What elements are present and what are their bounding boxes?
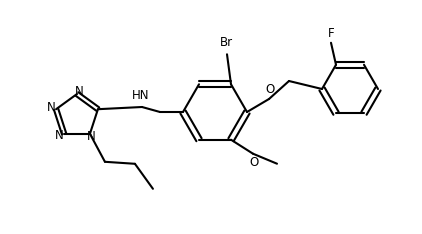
Text: F: F bbox=[328, 27, 335, 40]
Text: HN: HN bbox=[132, 89, 150, 102]
Text: N: N bbox=[87, 130, 95, 143]
Text: Br: Br bbox=[219, 36, 233, 49]
Text: O: O bbox=[249, 156, 258, 169]
Text: N: N bbox=[55, 129, 64, 142]
Text: N: N bbox=[47, 101, 56, 114]
Text: O: O bbox=[265, 84, 274, 96]
Text: N: N bbox=[75, 85, 84, 98]
